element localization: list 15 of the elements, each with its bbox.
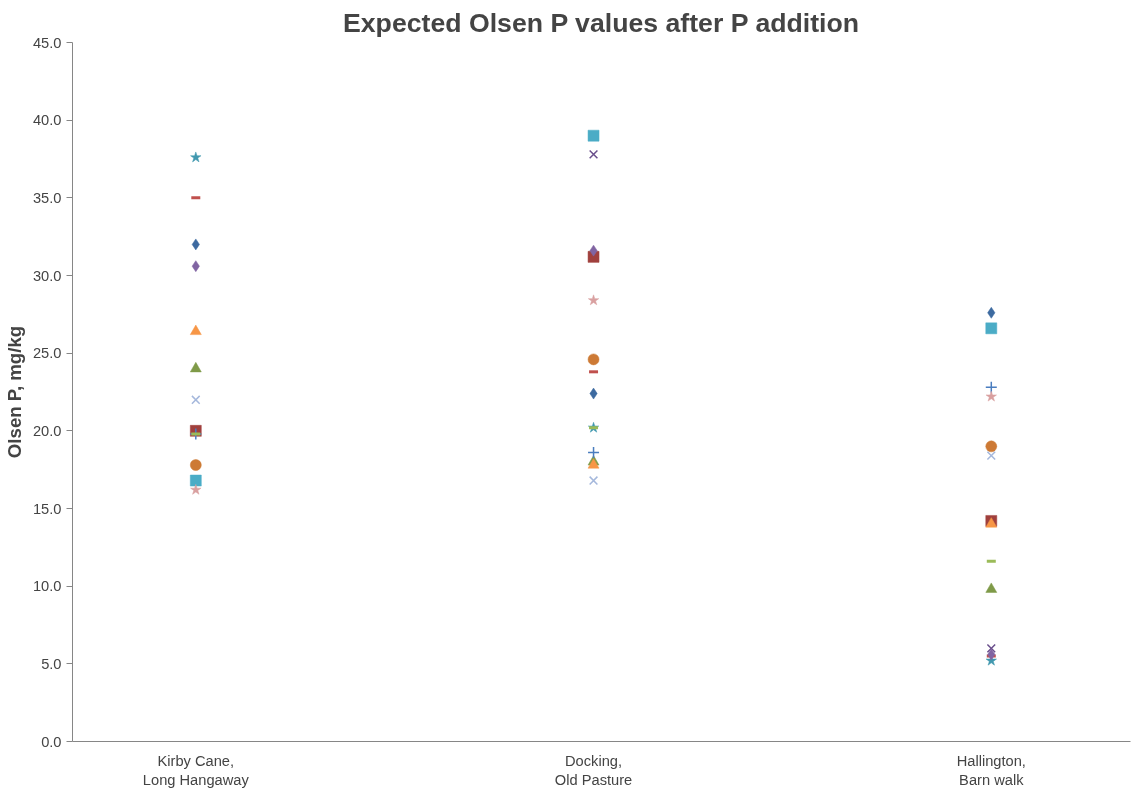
y-axis-title: Olsen P, mg/kg	[3, 325, 25, 459]
x-tick-label: Hallington, Barn walk	[956, 752, 1026, 788]
x-tick-label: Kirby Cane, Long Hangaway	[142, 752, 250, 788]
y-tick-label: 5.0	[41, 655, 62, 672]
y-tick-label: 30.0	[32, 267, 62, 284]
y-tick-label: 40.0	[32, 112, 62, 129]
y-tick-label: 20.0	[32, 422, 62, 439]
y-tick-label: 25.0	[32, 345, 62, 362]
y-tick-label: 0.0	[41, 733, 62, 750]
y-tick-label: 45.0	[32, 34, 62, 51]
y-tick-label: 10.0	[32, 578, 62, 595]
y-tick-label: 15.0	[32, 500, 62, 517]
x-tick-label: Docking, Old Pasture	[554, 752, 633, 788]
y-tick-label: 35.0	[32, 189, 62, 206]
chart-title: Expected Olsen P values after P addition	[343, 7, 860, 38]
